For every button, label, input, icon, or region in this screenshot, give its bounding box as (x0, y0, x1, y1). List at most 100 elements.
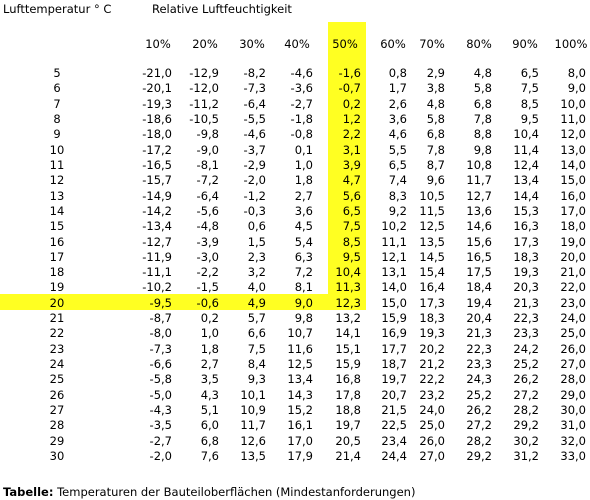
cell: 13,5 (419, 234, 445, 249)
cell: 6,6 (247, 326, 266, 341)
cell: -2,9 (243, 157, 266, 172)
cell: -7,3 (243, 81, 266, 96)
cell: 2,7 (200, 357, 219, 372)
row-label: 26 (49, 387, 65, 402)
cell: 12,1 (381, 249, 407, 264)
cell: 6,5 (342, 203, 361, 218)
cell: -1,5 (196, 280, 219, 295)
cell: -2,0 (243, 173, 266, 188)
cell: 5,8 (426, 111, 445, 126)
cell: -5,8 (149, 372, 172, 387)
cell: -20,1 (142, 81, 172, 96)
row-label: 7 (53, 96, 61, 111)
caption-label: Tabelle: (3, 485, 54, 499)
cell: -8,7 (149, 311, 172, 326)
cell: 28,2 (466, 433, 492, 448)
cell: 17,3 (513, 234, 539, 249)
cell: 0,6 (247, 219, 266, 234)
cell: 29,2 (513, 418, 539, 433)
cell: -3,5 (149, 418, 172, 433)
cell: 18,3 (419, 311, 445, 326)
cell: 21,4 (335, 449, 361, 463)
cell: 20,0 (560, 249, 586, 264)
cell: 9,8 (473, 142, 492, 157)
cell: -12,9 (189, 66, 219, 80)
cell: -14,2 (142, 203, 172, 218)
cell: 20,5 (335, 433, 361, 448)
cell: 30,0 (560, 403, 586, 418)
cell: 23,2 (419, 387, 445, 402)
cell: -1,8 (290, 111, 313, 126)
cell: 4,8 (473, 66, 492, 80)
cell: 2,3 (247, 249, 266, 264)
cell: 26,2 (513, 372, 539, 387)
cell: 13,0 (560, 142, 586, 157)
cell: -6,4 (243, 96, 266, 111)
row-label: 13 (49, 188, 65, 203)
cell: -11,9 (142, 249, 172, 264)
cell: 27,0 (560, 357, 586, 372)
cell: -5,0 (149, 387, 172, 402)
column-header: 80% (466, 37, 492, 51)
cell: 23,4 (381, 433, 407, 448)
cell: 20,4 (466, 311, 492, 326)
cell: -4,3 (149, 403, 172, 418)
cell: 11,1 (381, 234, 407, 249)
cell: 22,5 (381, 418, 407, 433)
cell: -2,2 (196, 265, 219, 280)
cell: 0,2 (200, 311, 219, 326)
cell: 29,2 (466, 449, 492, 463)
cell: 4,0 (247, 280, 266, 295)
cell: 24,3 (466, 372, 492, 387)
cell: 16,8 (335, 372, 361, 387)
cell: 9,5 (520, 111, 539, 126)
row-label: 24 (49, 357, 65, 372)
cell: 1,0 (200, 326, 219, 341)
cell: 28,2 (513, 403, 539, 418)
cell: 18,4 (466, 280, 492, 295)
cell: 11,6 (287, 341, 313, 356)
row-label: 28 (49, 418, 65, 433)
cell: 23,0 (560, 295, 586, 310)
cell: 28,0 (560, 372, 586, 387)
cell: 2,7 (294, 188, 313, 203)
cell: 17,8 (335, 387, 361, 402)
cell: -3,0 (196, 249, 219, 264)
cell: -8,2 (243, 66, 266, 80)
cell: -16,5 (142, 157, 172, 172)
cell: 3,1 (342, 142, 361, 157)
cell: -5,6 (196, 203, 219, 218)
cell: 17,3 (419, 295, 445, 310)
cell: 18,8 (335, 403, 361, 418)
cell: -1,6 (338, 66, 361, 80)
row-label: 10 (49, 142, 65, 157)
cell: -21,0 (142, 66, 172, 80)
cell: 21,3 (513, 295, 539, 310)
cell: 4,3 (200, 387, 219, 402)
cell: 9,3 (247, 372, 266, 387)
cell: 15,0 (560, 173, 586, 188)
row-label: 9 (53, 127, 61, 142)
cell: 1,8 (200, 341, 219, 356)
cell: 6,8 (473, 96, 492, 111)
cell: 3,2 (247, 265, 266, 280)
cell: 31,2 (513, 449, 539, 463)
cell: -8,0 (149, 326, 172, 341)
cell: 6,3 (294, 249, 313, 264)
cell: 22,3 (513, 311, 539, 326)
row-label: 8 (53, 111, 61, 126)
cell: 13,1 (381, 265, 407, 280)
cell: 29,0 (560, 387, 586, 402)
row-label: 22 (49, 326, 65, 341)
cell: 1,7 (388, 81, 407, 96)
cell: 27,2 (466, 418, 492, 433)
cell: 19,0 (560, 234, 586, 249)
cell: 1,0 (294, 157, 313, 172)
cell: 16,3 (513, 219, 539, 234)
column-header: 70% (419, 37, 445, 51)
cell: 6,8 (200, 433, 219, 448)
cell: -8,1 (196, 157, 219, 172)
cell: 14,5 (419, 249, 445, 264)
column-header: 20% (192, 37, 218, 51)
